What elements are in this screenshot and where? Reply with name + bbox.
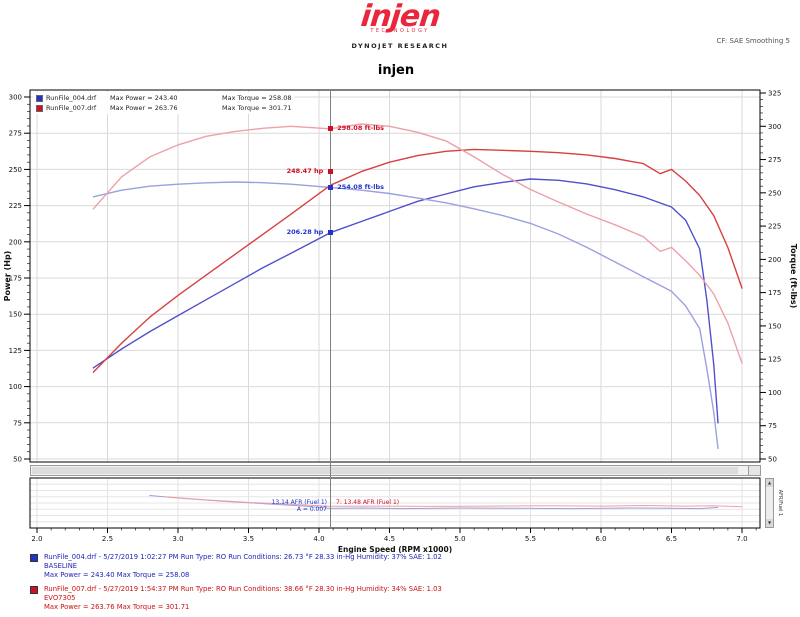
svg-text:150: 150 xyxy=(768,322,781,330)
svg-text:Engine Speed (RPM x1000): Engine Speed (RPM x1000) xyxy=(338,545,452,554)
svg-text:250: 250 xyxy=(768,189,781,197)
scroll-down-arrow-icon[interactable]: ▼ xyxy=(766,519,773,527)
legend-row-baseline: RunFile_004.drf Max Power = 243.40 Max T… xyxy=(36,93,291,103)
svg-text:5.0: 5.0 xyxy=(454,535,465,543)
cursor-marker xyxy=(328,185,333,190)
svg-text:200: 200 xyxy=(768,256,781,264)
svg-text:50: 50 xyxy=(768,456,777,464)
svg-text:225: 225 xyxy=(9,202,22,210)
svg-text:7.0: 7.0 xyxy=(736,535,747,543)
legend-max-torque: Max Torque = 258.08 xyxy=(222,94,292,102)
run-info-intake: RunFile_007.drf - 5/27/2019 1:54:37 PM R… xyxy=(30,585,442,612)
svg-text:75: 75 xyxy=(768,422,777,430)
run-info-comment: BASELINE xyxy=(44,562,78,570)
horizontal-scrollbar-handle[interactable] xyxy=(32,467,738,474)
svg-text:Power (Hp): Power (Hp) xyxy=(3,251,12,302)
svg-text:75: 75 xyxy=(13,419,22,427)
cursor-marker xyxy=(328,126,333,131)
svg-text:4.5: 4.5 xyxy=(384,535,395,543)
run-info-max: Max Power = 263.76 Max Torque = 301.71 xyxy=(44,603,190,611)
horizontal-scrollbar[interactable] xyxy=(30,465,761,476)
svg-text:100: 100 xyxy=(768,389,781,397)
cursor-annotation: 298.08 ft-lbs xyxy=(337,124,384,132)
svg-text:300: 300 xyxy=(9,94,22,102)
svg-text:175: 175 xyxy=(768,289,781,297)
svg-text:100: 100 xyxy=(9,383,22,391)
legend-max-torque: Max Torque = 301.71 xyxy=(222,104,292,112)
legend-marker-red xyxy=(36,104,43,112)
run-info-line1: RunFile_007.drf - 5/27/2019 1:54:37 PM R… xyxy=(44,585,442,593)
run-info-baseline: RunFile_004.drf - 5/27/2019 1:02:27 PM R… xyxy=(30,553,442,580)
svg-text:250: 250 xyxy=(9,166,22,174)
run-legend: RunFile_004.drf Max Power = 243.40 Max T… xyxy=(33,92,295,114)
cursor-marker xyxy=(328,169,333,174)
dynojet-research-label: DYNOJET RESEARCH xyxy=(351,42,449,50)
afr-cursor-readout-right: 7: 13.48 AFR (Fuel 1) xyxy=(336,499,399,506)
correction-smoothing-note: CF: SAE Smoothing 5 xyxy=(716,37,790,45)
legend-marker-blue xyxy=(36,94,43,102)
svg-text:275: 275 xyxy=(768,156,781,164)
svg-text:6.5: 6.5 xyxy=(666,535,677,543)
scroll-up-arrow-icon[interactable]: ▲ xyxy=(766,479,773,487)
svg-text:AFR/Fuel 1: AFR/Fuel 1 xyxy=(777,490,783,516)
svg-text:200: 200 xyxy=(9,238,22,246)
svg-text:2.5: 2.5 xyxy=(102,535,113,543)
svg-text:225: 225 xyxy=(768,223,781,231)
svg-text:325: 325 xyxy=(768,90,781,98)
svg-text:3.0: 3.0 xyxy=(172,535,183,543)
svg-text:125: 125 xyxy=(9,347,22,355)
legend-row-intake: RunFile_007.drf Max Power = 263.76 Max T… xyxy=(36,103,291,113)
cursor-annotation: 254.08 ft-lbs xyxy=(337,183,384,191)
injen-logo: injen TECHNOLOGY xyxy=(0,0,800,34)
cursor-marker xyxy=(328,230,333,235)
run-info-comment: EVO7305 xyxy=(44,594,76,602)
legend-file-name: RunFile_007.drf xyxy=(46,104,97,112)
svg-text:5.5: 5.5 xyxy=(525,535,536,543)
afr-panel-scrollbar[interactable]: ▲ ▼ xyxy=(765,478,774,528)
cursor-annotation: 248.47 hp xyxy=(286,167,324,175)
chart-title: injen xyxy=(377,63,415,78)
cursor-line[interactable] xyxy=(330,90,331,528)
legend-max-power: Max Power = 243.40 xyxy=(110,94,178,102)
svg-text:50: 50 xyxy=(13,456,22,464)
legend-file-name: RunFile_004.drf xyxy=(46,94,97,102)
run-info-max: Max Power = 243.40 Max Torque = 258.08 xyxy=(44,571,190,579)
svg-text:275: 275 xyxy=(9,130,22,138)
cursor-annotation: 206.28 hp xyxy=(286,228,324,236)
legend-max-power: Max Power = 263.76 xyxy=(110,104,178,112)
svg-text:4.0: 4.0 xyxy=(313,535,324,543)
afr-value-run4: 13.14 AFR (Fuel 1) xyxy=(271,499,327,506)
svg-text:125: 125 xyxy=(768,356,781,364)
scrollbar-end-box[interactable] xyxy=(748,466,760,475)
svg-text:300: 300 xyxy=(768,123,781,131)
run-info-line1: RunFile_004.drf - 5/27/2019 1:02:27 PM R… xyxy=(44,553,442,561)
injen-logo-technology: TECHNOLOGY xyxy=(370,28,430,34)
svg-text:3.5: 3.5 xyxy=(243,535,254,543)
svg-text:6.0: 6.0 xyxy=(595,535,606,543)
svg-text:150: 150 xyxy=(9,311,22,319)
afr-delta: A = 0.007 xyxy=(296,506,327,513)
run-marker-red xyxy=(30,586,38,594)
svg-text:2.0: 2.0 xyxy=(31,535,42,543)
afr-value-run7: 7: 13.48 AFR (Fuel 1) xyxy=(336,499,400,506)
svg-text:Torque (ft-lbs): Torque (ft-lbs) xyxy=(789,244,798,309)
svg-text:175: 175 xyxy=(9,275,22,283)
run-marker-blue xyxy=(30,554,38,562)
afr-cursor-readout-left: 13.14 AFR (Fuel 1) A = 0.007 xyxy=(272,499,327,513)
